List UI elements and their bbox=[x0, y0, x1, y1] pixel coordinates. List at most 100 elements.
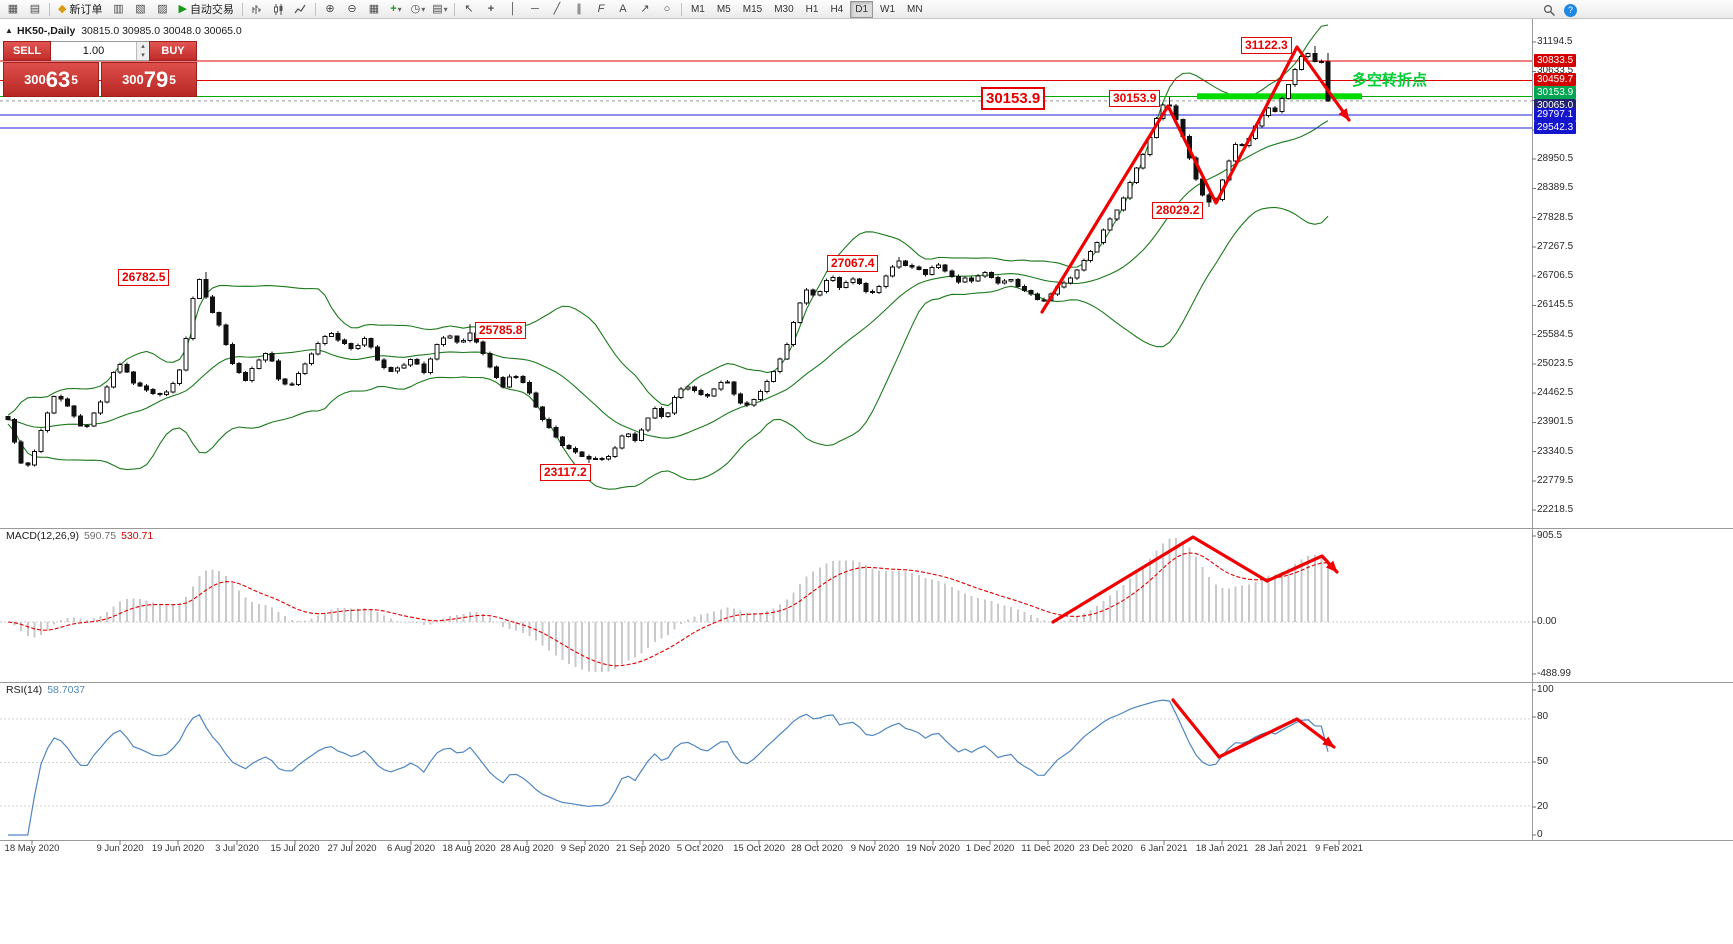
fibonacci-tool-button[interactable]: F bbox=[590, 1, 612, 17]
horizontal-line-tool-button[interactable]: ─ bbox=[524, 1, 546, 17]
arrows-tool-button[interactable]: ↗ bbox=[634, 1, 656, 17]
market-watch-button[interactable]: ▥ bbox=[107, 1, 129, 17]
periods-button[interactable]: ◷ ▾ bbox=[407, 1, 429, 17]
price-axis-label: 23901.5 bbox=[1537, 416, 1574, 427]
date-axis-label: 9 Sep 2020 bbox=[560, 843, 610, 854]
date-axis-label: 18 Jan 2021 bbox=[1195, 843, 1249, 854]
dropdown-icon: ▾ bbox=[443, 4, 448, 14]
line-chart-mode-button[interactable] bbox=[290, 1, 312, 17]
crosshair-icon: + bbox=[487, 2, 495, 15]
timeframe-m1-button[interactable]: M1 bbox=[690, 3, 705, 15]
price-axis-label: 24462.5 bbox=[1537, 387, 1574, 398]
panel-separators[interactable] bbox=[0, 19, 1733, 841]
price-axis-label: 28389.5 bbox=[1537, 182, 1574, 193]
text-tool-button[interactable]: A bbox=[612, 1, 634, 17]
date-axis-label: 21 Sep 2020 bbox=[616, 843, 670, 854]
autotrading-button[interactable]: ▶ 自动交易 bbox=[173, 1, 238, 17]
timeframe-d1-button[interactable]: D1 bbox=[850, 0, 874, 18]
price-annotation-box[interactable]: 25785.8 bbox=[475, 322, 527, 339]
date-axis-label: 9 Jun 2020 bbox=[96, 843, 144, 854]
templates-button[interactable]: ▤ ▾ bbox=[429, 1, 451, 17]
price-axis-label: 23340.5 bbox=[1537, 446, 1574, 457]
symbol-title: HK50-,Daily bbox=[17, 25, 76, 37]
fibonacci-icon: F bbox=[597, 2, 605, 15]
toolbar-separator bbox=[49, 2, 50, 16]
timeframe-w1-button[interactable]: W1 bbox=[880, 3, 896, 15]
zoom-out-icon: ⊖ bbox=[347, 2, 357, 15]
rsi-axis-label: 0 bbox=[1537, 829, 1543, 840]
indicators-button[interactable]: + ▾ bbox=[385, 1, 407, 17]
trend-arrow-macd bbox=[1051, 535, 1339, 624]
price-axis-badge: 30833.5 bbox=[1534, 54, 1577, 67]
toolbar-separator bbox=[453, 2, 455, 16]
templates-icon: ▤ bbox=[432, 2, 443, 15]
price-axis-label: 22218.5 bbox=[1537, 504, 1574, 515]
price-annotation-box[interactable]: 27067.4 bbox=[827, 255, 879, 272]
cursor-tool-button[interactable]: ↖ bbox=[458, 1, 480, 17]
rsi-panel-title: RSI(14) 58.7037 bbox=[6, 684, 85, 696]
price-annotation-box[interactable]: 31122.3 bbox=[1241, 37, 1292, 54]
sell-price-button[interactable]: 300 63 5 bbox=[3, 62, 99, 97]
sell-button[interactable]: SELL bbox=[3, 41, 51, 61]
support-zone-segment[interactable] bbox=[1197, 93, 1362, 100]
text-icon: A bbox=[619, 2, 627, 15]
timeframe-h4-button[interactable]: H4 bbox=[830, 3, 844, 15]
chart-window-button[interactable]: ▦ bbox=[2, 1, 24, 17]
price-annotation-box[interactable]: 23117.2 bbox=[540, 464, 591, 481]
trend-arrows[interactable] bbox=[1040, 45, 1351, 759]
trend-arrow-rsi bbox=[1171, 698, 1336, 759]
zoom-out-button[interactable]: ⊖ bbox=[341, 1, 363, 17]
volume-field[interactable]: 1.00 ▴ ▾ bbox=[51, 41, 149, 61]
tile-windows-button[interactable]: ▦ bbox=[363, 1, 385, 17]
turning-point-annotation[interactable]: 多空转折点 bbox=[1352, 72, 1428, 89]
macd-signal-line bbox=[7, 552, 1329, 667]
sell-price-sup: 5 bbox=[71, 72, 78, 87]
search-button[interactable] bbox=[1538, 2, 1560, 18]
price-annotation-box[interactable]: 30153.9 bbox=[981, 87, 1046, 110]
crosshair-tool-button[interactable]: + bbox=[480, 1, 502, 17]
timeframe-mn-button[interactable]: MN bbox=[907, 3, 923, 15]
price-annotation-box[interactable]: 26782.5 bbox=[118, 269, 170, 286]
toolbar-separator bbox=[241, 2, 243, 16]
dropdown-icon: ▾ bbox=[397, 4, 402, 14]
one-click-collapse-icon[interactable]: ▲ bbox=[5, 26, 13, 35]
profiles-button[interactable]: ▤ bbox=[24, 1, 46, 17]
price-annotation-box[interactable]: 28029.2 bbox=[1152, 202, 1204, 219]
dropdown-icon: ▾ bbox=[421, 4, 426, 14]
macd-signal-value: 530.71 bbox=[121, 530, 154, 542]
buy-price-prefix: 300 bbox=[122, 72, 144, 87]
timeframe-m30-button[interactable]: M30 bbox=[774, 3, 794, 15]
date-axis-label: 6 Aug 2020 bbox=[386, 843, 436, 854]
buy-price-button[interactable]: 300 79 5 bbox=[101, 62, 197, 97]
shapes-tool-button[interactable]: ○ bbox=[656, 1, 678, 17]
timeframe-m15-button[interactable]: M15 bbox=[742, 3, 763, 15]
date-axis-label: 6 Jan 2021 bbox=[1140, 843, 1188, 854]
volume-down-stepper[interactable]: ▾ bbox=[137, 51, 149, 60]
navigator-button[interactable]: ▧ bbox=[129, 1, 151, 17]
price-axis-label: 28950.5 bbox=[1537, 153, 1574, 164]
date-axis-label: 11 Dec 2020 bbox=[1021, 843, 1075, 854]
volume-value[interactable]: 1.00 bbox=[82, 45, 105, 57]
channel-tool-button[interactable]: ∥ bbox=[568, 1, 590, 17]
vertical-line-tool-button[interactable]: │ bbox=[502, 1, 524, 17]
channel-icon: ∥ bbox=[576, 2, 582, 15]
rsi-line bbox=[8, 699, 1329, 836]
new-order-button[interactable]: ◆ 新订单 bbox=[53, 1, 107, 17]
trendline-tool-button[interactable]: ╱ bbox=[546, 1, 568, 17]
zoom-in-button[interactable]: ⊕ bbox=[319, 1, 341, 17]
terminal-button[interactable]: ▨ bbox=[151, 1, 173, 17]
timeframe-h1-button[interactable]: H1 bbox=[805, 3, 819, 15]
timeframe-m5-button[interactable]: M5 bbox=[716, 3, 731, 15]
bar-chart-icon bbox=[252, 4, 262, 14]
candlestick-mode-button[interactable] bbox=[268, 1, 290, 17]
rsi-label: RSI(14) bbox=[6, 684, 43, 696]
account-icon[interactable]: ? bbox=[1564, 3, 1577, 17]
navigator-icon: ▧ bbox=[135, 2, 146, 15]
one-click-trading-panel: SELL 1.00 ▴ ▾ BUY 300 63 5 300 79 5 bbox=[3, 41, 197, 97]
bar-chart-mode-button[interactable] bbox=[246, 1, 268, 17]
buy-button[interactable]: BUY bbox=[149, 41, 197, 61]
price-annotation-box[interactable]: 30153.9 bbox=[1109, 90, 1161, 107]
price-axis-badge: 29797.1 bbox=[1534, 108, 1577, 121]
volume-up-stepper[interactable]: ▴ bbox=[137, 42, 149, 51]
